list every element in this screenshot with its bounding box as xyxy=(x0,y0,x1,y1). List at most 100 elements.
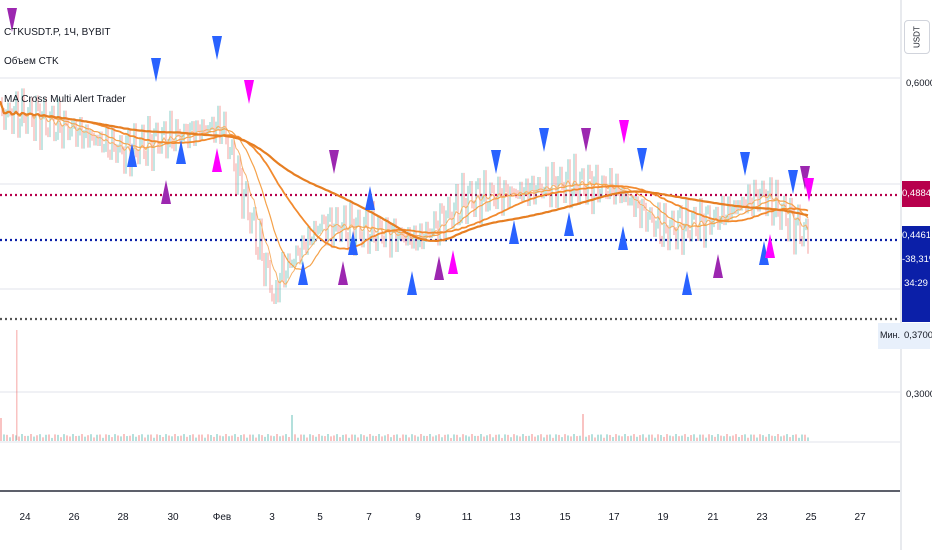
volume-bar xyxy=(285,434,287,441)
volume-bar xyxy=(636,436,638,441)
volume-legend[interactable]: Объем CTK xyxy=(4,56,59,67)
volume-bar xyxy=(9,437,11,441)
time-tick-label: 3 xyxy=(269,512,275,523)
volume-bar xyxy=(546,434,548,441)
volume-bar xyxy=(354,434,356,441)
buy-signal-marker xyxy=(161,180,171,204)
time-tick-label: 9 xyxy=(415,512,421,523)
volume-bar xyxy=(42,437,44,441)
volume-bar xyxy=(402,434,404,441)
time-tick-label: 28 xyxy=(117,512,129,523)
volume-bar xyxy=(267,434,269,441)
indicator-legend[interactable]: MA Cross Multi Alert Trader xyxy=(4,94,126,105)
currency-button[interactable]: USDT xyxy=(904,20,930,54)
volume-bar xyxy=(282,435,284,441)
volume-bar xyxy=(243,434,245,441)
volume-bar xyxy=(99,434,101,441)
volume-bar xyxy=(495,434,497,441)
time-tick-label: 19 xyxy=(657,512,669,523)
volume-bar xyxy=(306,437,308,441)
sell-signal-marker xyxy=(788,170,798,194)
volume-bar xyxy=(162,437,164,441)
volume-bar xyxy=(780,436,782,441)
volume-bar xyxy=(144,437,146,441)
volume-bar xyxy=(639,435,641,441)
volume-bar xyxy=(258,434,260,441)
volume-bar xyxy=(246,437,248,441)
volume-bar xyxy=(807,437,809,441)
volume-bar xyxy=(321,435,323,441)
sell-signal-marker xyxy=(7,8,17,32)
volume-bar xyxy=(426,435,428,441)
volume-bar xyxy=(51,437,53,441)
volume-bar xyxy=(693,434,695,441)
volume-bar xyxy=(609,434,611,441)
sell-signal-marker xyxy=(491,150,501,174)
volume-bar xyxy=(513,434,515,441)
volume-bar xyxy=(498,434,500,441)
volume-bar xyxy=(159,434,161,441)
volume-bar xyxy=(12,434,14,441)
volume-bar xyxy=(801,434,803,441)
volume-bar xyxy=(708,434,710,441)
volume-bar xyxy=(738,436,740,441)
volume-bar xyxy=(507,434,509,441)
volume-bar xyxy=(336,434,338,441)
volume-bar xyxy=(450,437,452,441)
volume-bar xyxy=(531,434,533,441)
volume-bar xyxy=(291,414,293,441)
volume-bar xyxy=(276,434,278,441)
volume-bar xyxy=(129,435,131,441)
volume-bar xyxy=(525,435,527,441)
symbol-legend[interactable]: CTKUSDT.P, 1Ч, BYBIT xyxy=(4,27,111,38)
volume-bar xyxy=(114,434,116,441)
min-tag-value: 0,3700 xyxy=(904,330,932,341)
volume-bar xyxy=(783,435,785,441)
buy-signal-marker xyxy=(407,271,417,295)
volume-bar xyxy=(192,434,194,441)
volume-bar xyxy=(108,434,110,441)
time-tick-label: Фев xyxy=(212,512,232,523)
volume-bar xyxy=(444,434,446,441)
volume-bar xyxy=(630,435,632,441)
volume-bar xyxy=(561,437,563,441)
volume-bar xyxy=(771,435,773,441)
volume-bar xyxy=(339,437,341,441)
ma-fast-line xyxy=(0,101,809,286)
volume-bar xyxy=(705,437,707,441)
volume-bar xyxy=(774,436,776,441)
volume-bar xyxy=(516,435,518,441)
time-tick-label: 23 xyxy=(756,512,768,523)
volume-bar xyxy=(264,436,266,441)
buy-signal-marker xyxy=(348,231,358,255)
volume-bar xyxy=(294,434,296,441)
volume-bar xyxy=(384,435,386,441)
volume-bar xyxy=(330,436,332,441)
volume-bar xyxy=(747,437,749,441)
time-tick-label: 11 xyxy=(461,512,473,523)
price-change-percent: -38,31% xyxy=(902,254,932,265)
volume-bar xyxy=(681,435,683,441)
volume-bar xyxy=(324,436,326,441)
volume-bar xyxy=(366,436,368,441)
volume-bar xyxy=(279,436,281,441)
buy-signal-marker xyxy=(618,226,628,250)
volume-bar xyxy=(15,435,17,441)
volume-bar xyxy=(414,435,416,441)
min-tag-label: Мин. xyxy=(880,330,900,340)
volume-bar xyxy=(216,434,218,441)
volume-bar xyxy=(489,434,491,441)
time-tick-label: 24 xyxy=(19,512,31,523)
volume-bar xyxy=(762,435,764,441)
buy-signal-marker xyxy=(434,256,444,280)
volume-bar xyxy=(24,435,26,441)
volume-bar xyxy=(696,437,698,441)
volume-bar xyxy=(237,436,239,441)
volume-bar xyxy=(189,435,191,441)
volume-bar xyxy=(660,435,662,441)
volume-bar xyxy=(588,435,590,441)
volume-bar xyxy=(549,434,551,441)
volume-bar xyxy=(567,435,569,441)
